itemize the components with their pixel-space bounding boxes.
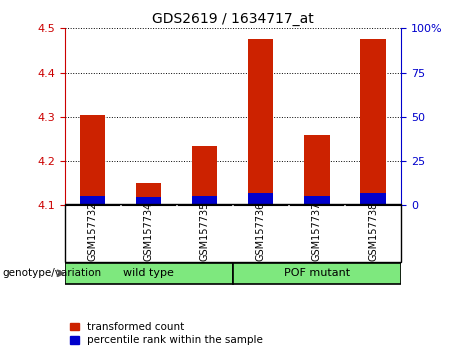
FancyBboxPatch shape bbox=[233, 263, 401, 284]
Bar bbox=[361, 39, 386, 205]
Bar bbox=[361, 193, 386, 205]
Text: genotype/variation: genotype/variation bbox=[2, 268, 101, 278]
Bar bbox=[304, 196, 330, 205]
Legend: transformed count, percentile rank within the sample: transformed count, percentile rank withi… bbox=[70, 322, 263, 345]
Bar bbox=[136, 197, 161, 205]
FancyBboxPatch shape bbox=[65, 263, 233, 284]
Bar bbox=[304, 135, 330, 205]
Bar bbox=[192, 145, 218, 205]
Bar bbox=[248, 39, 273, 205]
Bar bbox=[80, 195, 105, 205]
Text: GSM157737: GSM157737 bbox=[312, 202, 322, 261]
Title: GDS2619 / 1634717_at: GDS2619 / 1634717_at bbox=[152, 12, 313, 26]
Bar bbox=[192, 196, 218, 205]
Text: POF mutant: POF mutant bbox=[284, 268, 350, 279]
Text: GSM157735: GSM157735 bbox=[200, 202, 210, 261]
Bar bbox=[248, 193, 273, 205]
Text: GSM157736: GSM157736 bbox=[256, 202, 266, 261]
Bar bbox=[80, 115, 105, 205]
Text: GSM157738: GSM157738 bbox=[368, 202, 378, 261]
Text: GSM157732: GSM157732 bbox=[88, 202, 98, 261]
Text: wild type: wild type bbox=[123, 268, 174, 279]
Text: GSM157734: GSM157734 bbox=[144, 202, 154, 261]
Bar bbox=[136, 183, 161, 205]
